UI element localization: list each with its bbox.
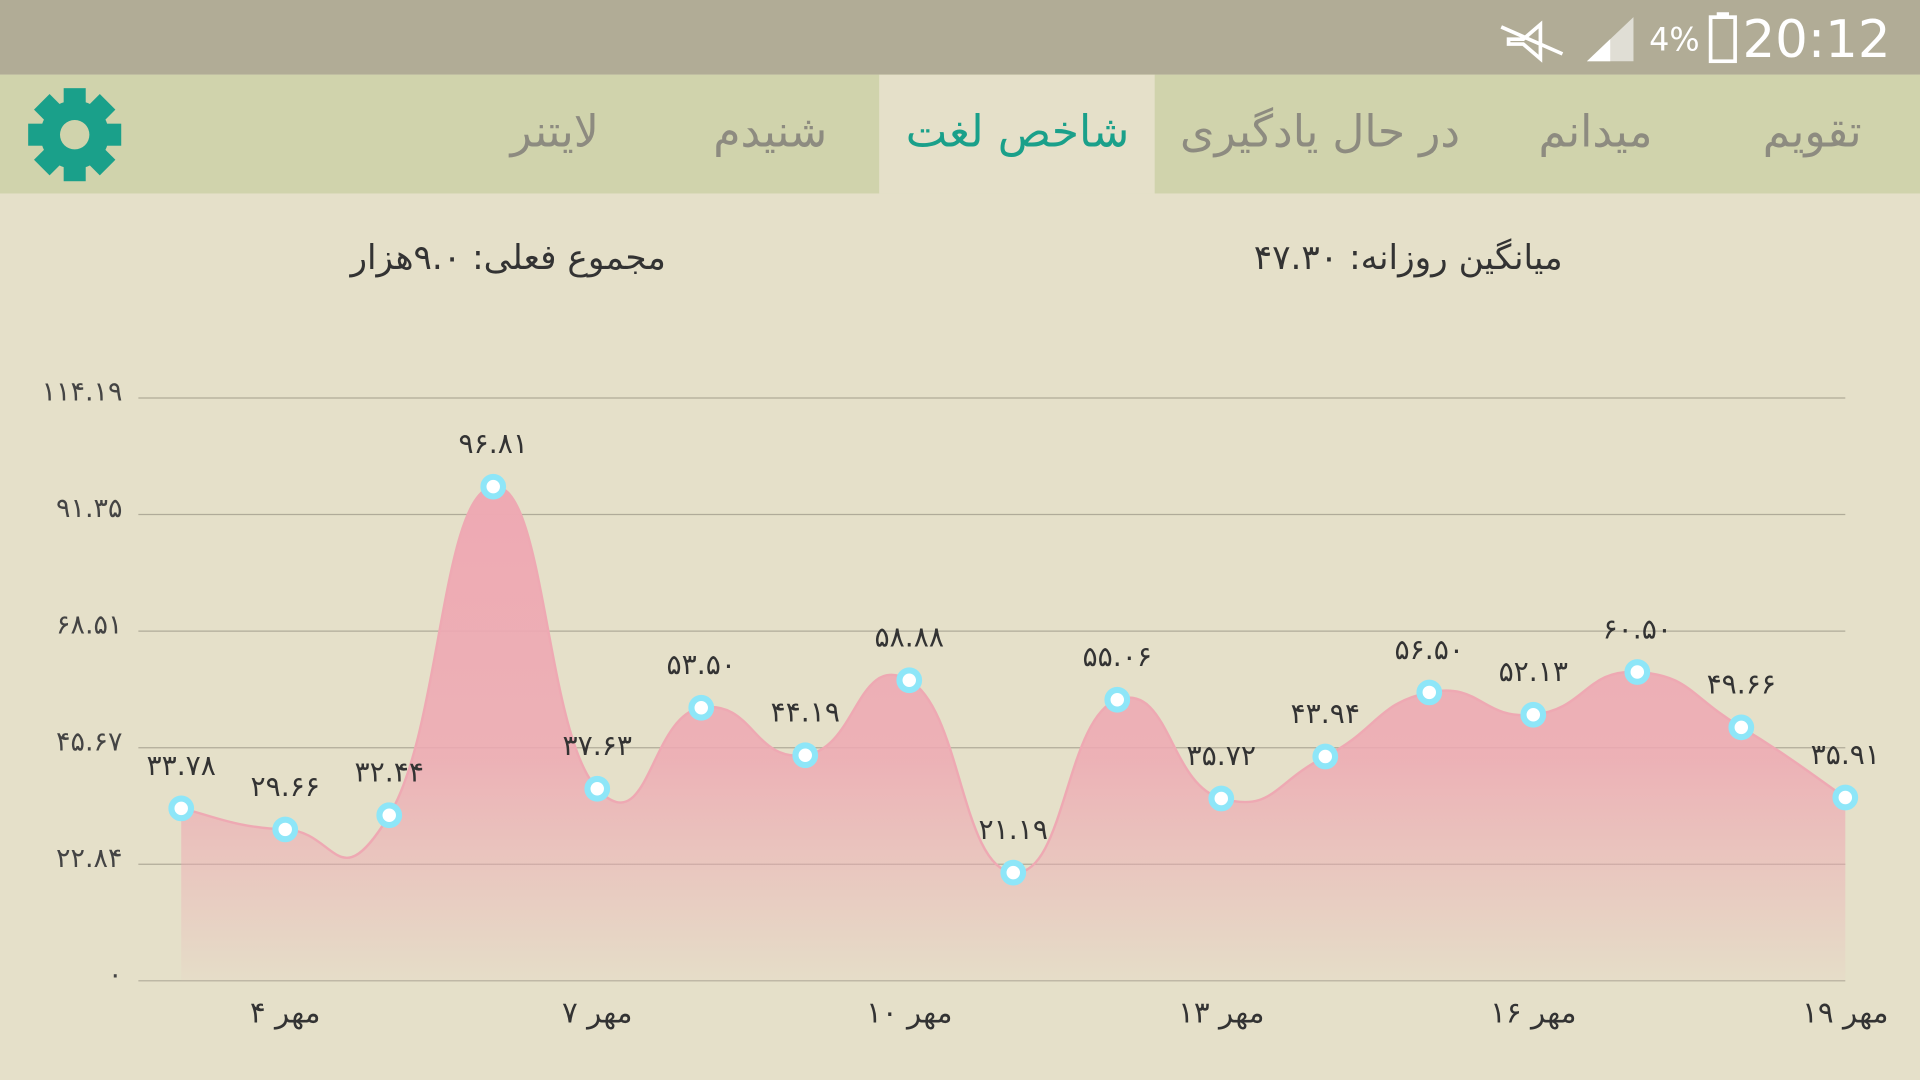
data-point	[1624, 659, 1651, 685]
tab[interactable]: میدانم	[1539, 107, 1653, 158]
y-tick-label: ۹۱.۳۵	[56, 493, 122, 524]
y-tick-label: ۱۱۴.۱۹	[42, 377, 123, 408]
value-label: ۵۲.۱۳	[1499, 655, 1568, 688]
data-point	[376, 802, 403, 829]
value-label: ۹۶.۸۱	[459, 427, 528, 460]
data-point	[792, 742, 819, 769]
x-tick-label: ۷ مهر	[562, 995, 633, 1029]
data-point	[1000, 859, 1027, 886]
value-label: ۴۳.۹۴	[1291, 697, 1360, 730]
value-label: ۵۳.۵۰	[667, 648, 736, 681]
value-label: ۳۳.۷۸	[146, 749, 215, 782]
value-label: ۳۷.۶۳	[563, 729, 632, 762]
data-point	[1832, 784, 1859, 811]
tab[interactable]: شنیدم	[713, 107, 827, 158]
tab[interactable]: تقویم	[1763, 107, 1862, 158]
y-tick-label: ۲۲.۸۴	[56, 843, 122, 874]
value-label: ۵۶.۵۰	[1395, 633, 1464, 666]
daily-average: میانگین روزانه: ۴۷.۳۰	[1254, 238, 1563, 278]
value-label: ۶۰.۵۰	[1603, 612, 1672, 645]
tab[interactable]: لایتنر	[509, 107, 599, 158]
y-tick-label: ۶۸.۵۱	[56, 610, 122, 641]
value-label: ۵۵.۰۶	[1083, 640, 1152, 673]
x-tick-label: ۱۶ مهر	[1490, 995, 1576, 1029]
value-label: ۲۹.۶۶	[251, 770, 320, 803]
value-label: ۳۵.۷۲	[1187, 739, 1256, 772]
data-point	[896, 667, 923, 694]
y-tick-label: ۴۵.۶۷	[56, 726, 122, 757]
selected-tab-bg	[879, 74, 1155, 194]
data-point	[1208, 785, 1235, 812]
data-point	[1520, 701, 1547, 728]
value-label: ۵۸.۸۸	[875, 621, 944, 654]
x-tick-label: ۱۹ مهر	[1802, 995, 1888, 1029]
tab[interactable]: در حال یادگیری	[1180, 107, 1460, 158]
clock: 20:12	[1742, 10, 1890, 70]
x-tick-label: ۴ مهر	[250, 995, 321, 1029]
value-label: ۴۴.۱۹	[771, 696, 840, 729]
status-bar	[0, 0, 1920, 75]
battery-level: 4%	[1649, 21, 1700, 59]
value-label: ۲۱.۱۹	[979, 813, 1048, 846]
data-point	[1312, 743, 1339, 770]
settings-button[interactable]	[8, 68, 141, 201]
value-label: ۳۵.۹۱	[1811, 738, 1880, 771]
y-tick-label: ۰	[108, 959, 122, 990]
current-total: مجموع فعلی: ۹.۰هزار	[348, 238, 665, 278]
data-point	[1104, 686, 1131, 713]
x-tick-label: ۱۰ مهر	[866, 995, 952, 1029]
data-point	[584, 775, 611, 802]
data-point	[1728, 714, 1755, 741]
data-point	[272, 816, 299, 843]
value-label: ۴۹.۶۶	[1707, 668, 1776, 701]
area-fill	[181, 486, 1846, 981]
data-point	[168, 795, 195, 822]
x-tick-label: ۱۳ مهر	[1178, 995, 1264, 1029]
data-point	[688, 694, 715, 721]
status-icons	[1500, 12, 1737, 64]
data-point	[1416, 679, 1443, 706]
tab[interactable]: شاخص لغت	[906, 107, 1130, 158]
value-label: ۳۲.۴۴	[355, 756, 424, 789]
data-point	[480, 473, 507, 500]
